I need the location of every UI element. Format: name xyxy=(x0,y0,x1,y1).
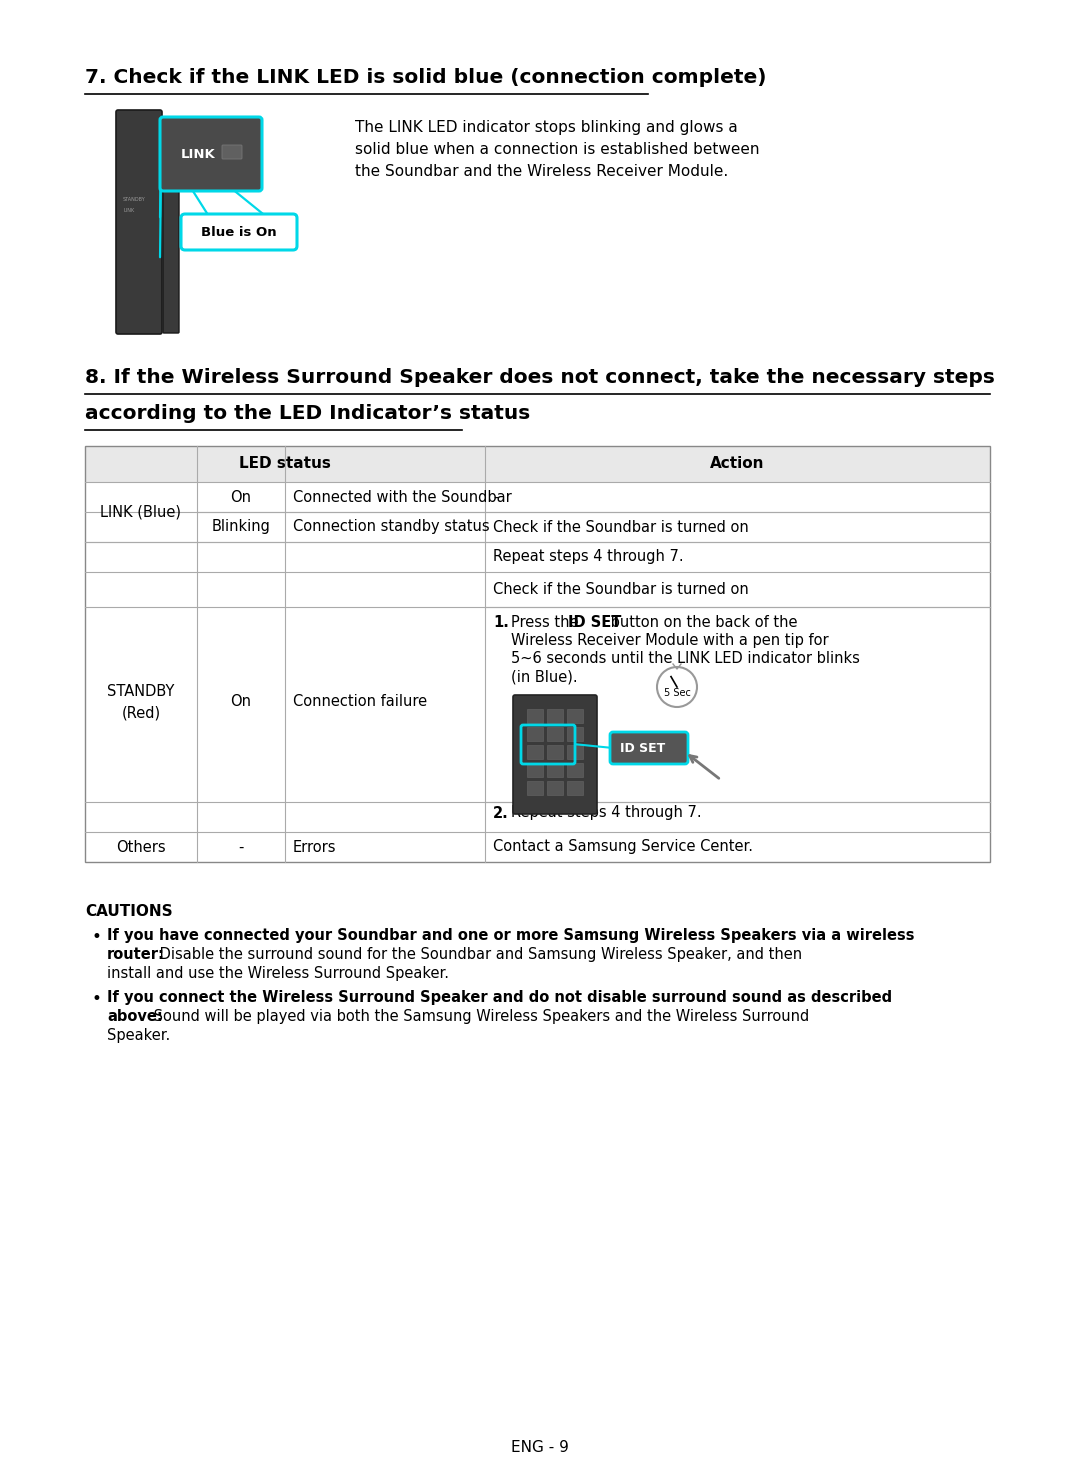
FancyBboxPatch shape xyxy=(222,145,242,160)
Bar xyxy=(546,745,563,759)
Text: On: On xyxy=(230,490,252,504)
Text: install and use the Wireless Surround Speaker.: install and use the Wireless Surround Sp… xyxy=(107,966,449,981)
Text: button on the back of the: button on the back of the xyxy=(606,615,797,630)
Bar xyxy=(567,763,583,776)
Text: Action: Action xyxy=(711,457,765,472)
Text: •: • xyxy=(91,927,100,947)
Text: Press the: Press the xyxy=(511,615,583,630)
Text: Connection standby status: Connection standby status xyxy=(293,519,489,534)
Text: 2.: 2. xyxy=(492,806,509,821)
Text: router:: router: xyxy=(107,947,165,961)
FancyBboxPatch shape xyxy=(160,117,262,191)
Bar xyxy=(546,763,563,776)
Bar xyxy=(527,708,543,723)
FancyBboxPatch shape xyxy=(610,732,688,765)
Text: 1.: 1. xyxy=(492,615,509,630)
Text: the Soundbar and the Wireless Receiver Module.: the Soundbar and the Wireless Receiver M… xyxy=(355,164,728,179)
Text: -: - xyxy=(239,840,244,855)
Text: STANDBY: STANDBY xyxy=(123,197,146,203)
Text: solid blue when a connection is established between: solid blue when a connection is establis… xyxy=(355,142,759,157)
Text: LINK: LINK xyxy=(123,209,134,213)
Text: ENG - 9: ENG - 9 xyxy=(511,1441,569,1455)
Text: Repeat steps 4 through 7.: Repeat steps 4 through 7. xyxy=(492,550,684,565)
Bar xyxy=(527,781,543,796)
FancyBboxPatch shape xyxy=(116,109,162,334)
Text: Repeat steps 4 through 7.: Repeat steps 4 through 7. xyxy=(511,806,702,821)
Text: Errors: Errors xyxy=(293,840,337,855)
FancyBboxPatch shape xyxy=(181,214,297,250)
FancyBboxPatch shape xyxy=(163,136,179,333)
Text: according to the LED Indicator’s status: according to the LED Indicator’s status xyxy=(85,404,530,423)
Bar xyxy=(527,763,543,776)
Text: 5~6 seconds until the LINK LED indicator blinks: 5~6 seconds until the LINK LED indicator… xyxy=(511,651,860,666)
Text: Contact a Samsung Service Center.: Contact a Samsung Service Center. xyxy=(492,840,753,855)
Bar xyxy=(546,728,563,741)
Text: Check if the Soundbar is turned on: Check if the Soundbar is turned on xyxy=(492,519,748,534)
Text: Connection failure: Connection failure xyxy=(293,695,427,710)
Text: 8. If the Wireless Surround Speaker does not connect, take the necessary steps: 8. If the Wireless Surround Speaker does… xyxy=(85,368,995,387)
Text: 5 Sec: 5 Sec xyxy=(663,688,690,698)
Text: If you have connected your Soundbar and one or more Samsung Wireless Speakers vi: If you have connected your Soundbar and … xyxy=(107,927,915,944)
Text: (in Blue).: (in Blue). xyxy=(511,669,578,683)
FancyBboxPatch shape xyxy=(513,695,597,813)
Bar xyxy=(567,745,583,759)
Text: Connected with the Soundbar: Connected with the Soundbar xyxy=(293,490,512,504)
Text: Blinking: Blinking xyxy=(212,519,270,534)
Text: Check if the Soundbar is turned on: Check if the Soundbar is turned on xyxy=(492,583,748,598)
Text: CAUTIONS: CAUTIONS xyxy=(85,904,173,918)
Text: LINK (Blue): LINK (Blue) xyxy=(100,504,181,519)
Bar xyxy=(546,781,563,796)
Text: Others: Others xyxy=(117,840,166,855)
Bar xyxy=(567,781,583,796)
Text: above:: above: xyxy=(107,1009,163,1023)
Text: ID SET: ID SET xyxy=(620,741,665,754)
Text: Wireless Receiver Module with a pen tip for: Wireless Receiver Module with a pen tip … xyxy=(511,633,828,648)
Bar xyxy=(567,708,583,723)
Text: ID SET: ID SET xyxy=(568,615,621,630)
Text: •: • xyxy=(91,989,100,1009)
Text: Disable the surround sound for the Soundbar and Samsung Wireless Speaker, and th: Disable the surround sound for the Sound… xyxy=(156,947,802,961)
Bar xyxy=(85,447,990,862)
Text: 7. Check if the LINK LED is solid blue (connection complete): 7. Check if the LINK LED is solid blue (… xyxy=(85,68,767,87)
Bar xyxy=(527,728,543,741)
Bar xyxy=(527,745,543,759)
Bar xyxy=(85,447,990,482)
Bar xyxy=(546,708,563,723)
Text: Blue is On: Blue is On xyxy=(201,225,276,238)
Bar xyxy=(567,728,583,741)
Text: -: - xyxy=(492,490,498,504)
Text: If you connect the Wireless Surround Speaker and do not disable surround sound a: If you connect the Wireless Surround Spe… xyxy=(107,989,892,1006)
Text: LED status: LED status xyxy=(239,457,330,472)
Text: Sound will be played via both the Samsung Wireless Speakers and the Wireless Sur: Sound will be played via both the Samsun… xyxy=(149,1009,809,1023)
Text: LINK: LINK xyxy=(181,148,216,161)
Text: STANDBY
(Red): STANDBY (Red) xyxy=(107,683,175,720)
Text: On: On xyxy=(230,695,252,710)
Text: Speaker.: Speaker. xyxy=(107,1028,171,1043)
Text: The LINK LED indicator stops blinking and glows a: The LINK LED indicator stops blinking an… xyxy=(355,120,738,135)
